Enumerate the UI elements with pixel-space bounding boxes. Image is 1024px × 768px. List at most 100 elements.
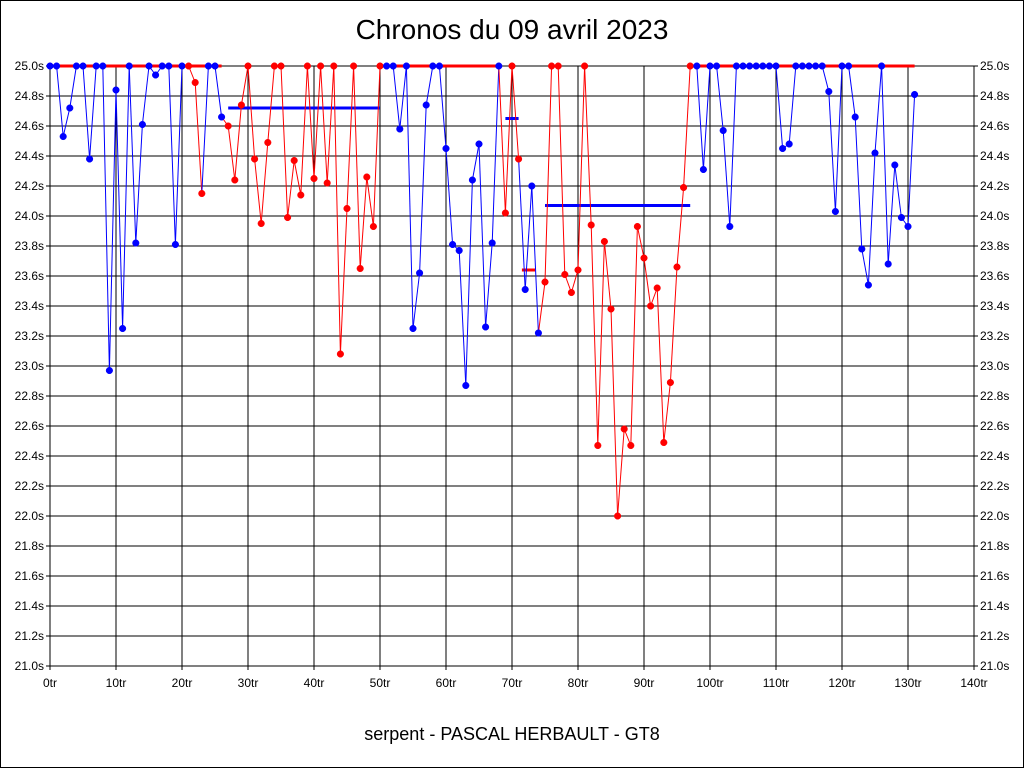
y-tick-label-left: 21.2s xyxy=(15,629,44,643)
series-line-segment xyxy=(102,65,110,371)
lap-point xyxy=(812,62,820,70)
lap-point xyxy=(488,239,496,247)
lap-point xyxy=(732,62,740,70)
series-line-segment xyxy=(722,130,731,227)
lap-point xyxy=(521,285,529,294)
series-line-segment xyxy=(729,65,737,227)
series-line-segment xyxy=(577,65,586,271)
series-line-segment xyxy=(339,208,348,355)
y-tick-label-left: 22.2s xyxy=(15,479,44,493)
lap-point xyxy=(66,104,74,112)
series-line-segment xyxy=(115,89,124,329)
y-tick-label-left: 23.0s xyxy=(15,359,44,373)
lap-point xyxy=(86,155,94,163)
lap-point xyxy=(548,62,556,70)
series-line-segment xyxy=(617,428,625,517)
lap-point xyxy=(132,239,140,247)
series-line-segment xyxy=(643,257,652,307)
series-line-segment xyxy=(702,65,711,170)
series-line-segment xyxy=(465,179,473,386)
series-line-segment xyxy=(854,116,863,250)
y-tick-label-left: 22.8s xyxy=(15,389,44,403)
y-tick-label-right: 24.2s xyxy=(980,179,1009,193)
series-line-segment xyxy=(504,65,513,214)
series-line-segment xyxy=(590,224,599,446)
series-line-segment xyxy=(498,65,506,214)
lap-point xyxy=(119,324,127,333)
lap-point xyxy=(435,62,443,70)
series-line-segment xyxy=(861,248,869,286)
series-line-segment xyxy=(524,185,533,290)
lap-point xyxy=(72,62,80,70)
series-line-segment xyxy=(260,142,269,224)
series-line-segment xyxy=(683,65,691,188)
lap-point xyxy=(739,62,747,70)
lap-point xyxy=(343,204,351,213)
y-tick-label-right: 23.2s xyxy=(980,329,1009,343)
lap-point xyxy=(277,62,285,70)
series-line-segment xyxy=(174,65,183,245)
y-tick-label-left: 24.8s xyxy=(15,89,44,103)
lap-point xyxy=(693,62,701,70)
lap-point xyxy=(561,270,569,279)
lap-point xyxy=(798,62,806,70)
lap-point xyxy=(284,213,292,222)
lap-point xyxy=(323,179,331,187)
y-tick-label-left: 24.6s xyxy=(15,119,44,133)
lap-point xyxy=(501,209,509,217)
lap-point xyxy=(218,113,226,121)
series-line-segment xyxy=(135,124,143,244)
series-line-segment xyxy=(366,176,374,227)
lap-point xyxy=(752,62,760,70)
lap-point xyxy=(884,260,892,268)
series-line-segment xyxy=(69,65,77,109)
series-line-segment xyxy=(141,65,150,125)
lap-point xyxy=(858,245,866,253)
x-tick-label: 0tr xyxy=(43,676,57,690)
lap-point xyxy=(574,266,582,274)
lap-point xyxy=(792,62,800,70)
lap-point xyxy=(416,269,424,277)
x-tick-label: 110tr xyxy=(763,676,789,690)
lap-point xyxy=(468,176,476,184)
series-line-segment xyxy=(663,382,671,443)
lap-point xyxy=(462,381,470,390)
lap-point xyxy=(429,62,437,70)
lap-point xyxy=(891,161,899,169)
lap-point xyxy=(911,90,919,99)
lap-point xyxy=(297,191,305,199)
lap-point xyxy=(581,62,589,70)
series-line-segment xyxy=(168,65,176,245)
series-line-segment xyxy=(280,65,289,218)
lap-point xyxy=(99,62,107,70)
y-tick-label-left: 21.8s xyxy=(15,539,44,553)
y-tick-label-left: 21.0s xyxy=(15,659,44,673)
lap-point xyxy=(396,125,404,133)
series-line-segment xyxy=(227,125,236,181)
lap-point xyxy=(845,62,853,70)
series-line-segment xyxy=(907,94,916,227)
series-line-segment xyxy=(412,272,421,329)
lap-point xyxy=(600,237,608,246)
series-line-segment xyxy=(537,281,546,334)
y-tick-label-left: 23.6s xyxy=(15,269,44,283)
series-line-segment xyxy=(405,65,414,329)
series-line-segment xyxy=(834,65,843,212)
lap-point xyxy=(257,219,265,228)
lap-point xyxy=(244,62,252,70)
series-line-segment xyxy=(570,269,579,293)
y-tick-label-right: 21.0s xyxy=(980,659,1009,673)
lap-point xyxy=(105,366,113,375)
lap-point xyxy=(191,78,199,87)
lap-point xyxy=(653,284,661,292)
y-tick-label-right: 24.8s xyxy=(980,89,1009,103)
series-line-segment xyxy=(419,104,427,274)
y-tick-label-right: 21.6s xyxy=(980,569,1009,583)
y-tick-label-left: 22.6s xyxy=(15,419,44,433)
series-line-segment xyxy=(478,143,487,328)
y-tick-label-right: 23.8s xyxy=(980,239,1009,253)
series-line-segment xyxy=(359,176,368,269)
x-tick-label: 20tr xyxy=(172,676,193,690)
lap-point xyxy=(587,221,595,229)
lap-point xyxy=(356,264,364,273)
